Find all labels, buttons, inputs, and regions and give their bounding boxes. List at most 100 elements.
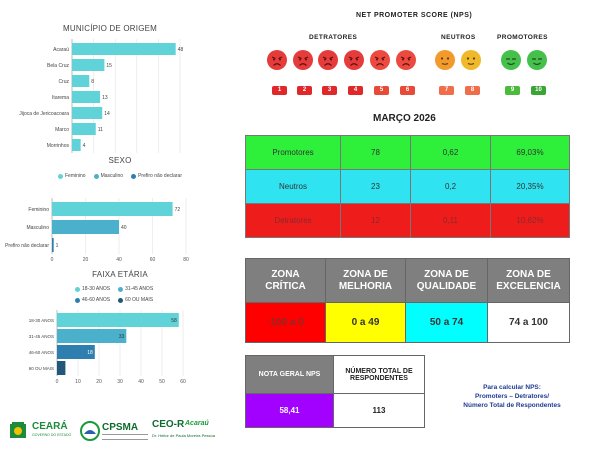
data-label: 13 <box>102 95 108 101</box>
bar-marco <box>72 123 96 135</box>
tick-label: 60 <box>180 379 186 385</box>
bar-acarau <box>72 43 176 55</box>
zone-header-critica: ZONA CRÍTICA <box>245 258 326 303</box>
category-label: Acaraú <box>53 47 69 53</box>
data-label: 8 <box>91 79 94 85</box>
data-label: 40 <box>121 225 127 231</box>
legend-item-31-45: 31-45 ANOS <box>118 286 153 292</box>
score-3: 3 <box>322 86 337 95</box>
bar-jijoca-de-jericoacoara <box>72 107 103 119</box>
score-4: 4 <box>348 86 363 95</box>
bar-46-60-anos <box>57 345 95 359</box>
chart-title-municipio: MUNICÍPIO DE ORIGEM <box>62 24 158 33</box>
summary-ratio: 0,2 <box>410 169 491 204</box>
category-label: Masculino <box>26 225 49 231</box>
category-label: Feminino <box>28 207 49 213</box>
summary-count: 23 <box>340 169 411 204</box>
chart-title-faixa: FAIXA ETÁRIA <box>92 270 148 279</box>
summary-count: 78 <box>340 135 411 170</box>
score-7: 7 <box>439 86 454 95</box>
summary-percent: 69,03% <box>490 135 570 170</box>
nota-value: 58,41 <box>245 393 334 428</box>
tick-label: 0 <box>51 257 54 261</box>
tick-label: 60 <box>150 257 156 261</box>
summary-row-detratores: Detratores 12 0,11 10,62% <box>245 203 570 238</box>
tick-label: 30 <box>117 379 123 385</box>
data-label: 15 <box>106 63 112 69</box>
face-8-icon <box>461 50 481 70</box>
zone-header-melhoria: ZONA DE MELHORIA <box>325 258 406 303</box>
data-label: 33 <box>119 334 125 340</box>
tick-label: 0 <box>56 379 59 385</box>
legend-sexo: Feminino Masculino Prefiro não declarar <box>40 173 200 179</box>
legend-item-46-60: 46-60 ANOS <box>75 297 110 303</box>
zone-header-qualidade: ZONA DE QUALIDADE <box>405 258 488 303</box>
zone-range-critica: -100 a 0 <box>245 302 326 343</box>
cpsma-emblem-icon <box>80 421 100 441</box>
category-label: 46-60 ANOS <box>29 350 54 355</box>
legend-item-18-30: 18-30 ANOS <box>75 286 110 292</box>
category-label: Itarema <box>52 95 69 101</box>
ceo-logo-city: Acaraú <box>185 420 209 427</box>
data-label: 4 <box>83 143 86 149</box>
score-8: 8 <box>465 86 480 95</box>
data-label: 14 <box>104 111 110 117</box>
legend-item-feminino: Feminino <box>57 173 86 179</box>
bar-31-45-anos <box>57 329 127 343</box>
legend-item-60-mais: 60 OU MAIS <box>118 297 153 303</box>
summary-label: Promotores <box>245 135 341 170</box>
formula-line-3: Número Total de Respondentes <box>463 402 561 409</box>
score-6: 6 <box>400 86 415 95</box>
face-4-icon <box>344 50 364 70</box>
score-9: 9 <box>505 86 520 95</box>
nota-geral-table: NOTA GERAL NPS NÚMERO TOTAL DE RESPONDEN… <box>245 355 425 428</box>
face-6-icon <box>396 50 416 70</box>
score-10: 10 <box>531 86 546 95</box>
score-2: 2 <box>297 86 312 95</box>
summary-label: Detratores <box>245 203 341 238</box>
bar-18-30-anos <box>57 313 179 327</box>
legend-item-prefiro: Prefiro não declarar <box>131 173 182 179</box>
cpsma-logo-text: CPSMA <box>102 422 139 433</box>
ceara-logo-text: CEARÁ <box>32 421 68 432</box>
logo-ceo: CEO-R Acaraú Dr. Heitor de Paula Moreira… <box>152 418 222 444</box>
chart-faixa: 0 10 20 30 40 50 60 18-30 ANOS 58 31-45 ANOS 33 46-… <box>29 310 186 385</box>
formula-line-1: Para calcular NPS: <box>483 384 541 391</box>
cpsma-logo-lines <box>102 434 148 440</box>
total-respondentes-label: NÚMERO TOTAL DE RESPONDENTES <box>333 355 425 394</box>
zone-header-excelencia: ZONA DE EXCELENCIA <box>487 258 570 303</box>
chart-sexo: 0 20 40 60 80 Feminino 72 Masculino 40 Prefiro nã… <box>5 198 189 261</box>
bar-morrinhos <box>72 139 81 151</box>
ceo-logo-sub: Dr. Heitor de Paula Moreira Pessoa <box>152 433 215 438</box>
bar-prefiro-nao-declarar <box>52 238 54 252</box>
summary-row-neutros: Neutros 23 0,2 20,35% <box>245 169 570 204</box>
category-label: Cruz <box>58 79 69 85</box>
ceara-logo-sub: GOVERNO DO ESTADO <box>32 433 72 437</box>
tick-label: 20 <box>96 379 102 385</box>
data-label: 72 <box>175 207 181 213</box>
group-label-promotores: PROMOTORES <box>497 34 548 41</box>
legend-item-masculino: Masculino <box>93 173 123 179</box>
face-10-icon <box>527 50 547 70</box>
nps-zones-table: ZONA CRÍTICA ZONA DE MELHORIA ZONA DE QU… <box>245 258 570 343</box>
nps-summary-table: Promotores 78 0,62 69,03% Neutros 23 0,2… <box>245 135 570 238</box>
tick-label: 40 <box>138 379 144 385</box>
bar-itarema <box>72 91 101 103</box>
category-label: Prefiro não declarar <box>5 243 49 249</box>
formula-line-2: Promoters – Detratores/ <box>474 393 550 400</box>
logo-ceara: CEARÁ GOVERNO DO ESTADO <box>8 418 78 444</box>
category-label: Marco <box>55 127 69 133</box>
summary-ratio: 0,11 <box>410 203 491 238</box>
chart-title-sexo: SEXO <box>108 156 132 165</box>
category-label: Bela Cruz <box>47 63 69 69</box>
data-label: 58 <box>171 318 177 324</box>
summary-label: Neutros <box>245 169 341 204</box>
logo-cpsma: CPSMA <box>80 418 150 444</box>
category-label: 18-30 ANOS <box>29 318 54 323</box>
ceo-logo-text: CEO-R <box>152 419 185 430</box>
bar-bela-cruz <box>72 59 105 71</box>
summary-percent: 20,35% <box>490 169 570 204</box>
nota-label: NOTA GERAL NPS <box>245 355 334 394</box>
category-label: 31-45 ANOS <box>29 334 54 339</box>
nps-title: NET PROMOTER SCORE (NPS) <box>356 12 473 19</box>
